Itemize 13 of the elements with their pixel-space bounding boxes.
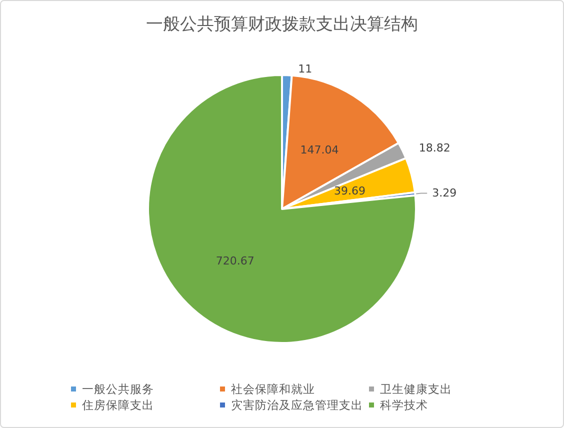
data-label: 720.67 [216, 254, 254, 268]
legend-label: 科学技术 [380, 398, 428, 412]
data-label: 39.69 [334, 184, 366, 198]
data-label: 147.04 [300, 143, 339, 156]
data-label: 11 [298, 62, 312, 76]
data-label: 3.29 [432, 186, 457, 200]
legend-label: 住房保障支出 [81, 398, 154, 412]
legend-label: 社会保障和就业 [231, 382, 315, 396]
data-label: 18.82 [418, 141, 450, 154]
legend-label: 灾害防治及应急管理支出 [231, 398, 363, 412]
legend-label: 一般公共服务 [82, 382, 154, 396]
chart-title: 一般公共预算财政拨款支出决算结构 [146, 14, 418, 34]
legend-label: 卫生健康支出 [380, 382, 452, 396]
